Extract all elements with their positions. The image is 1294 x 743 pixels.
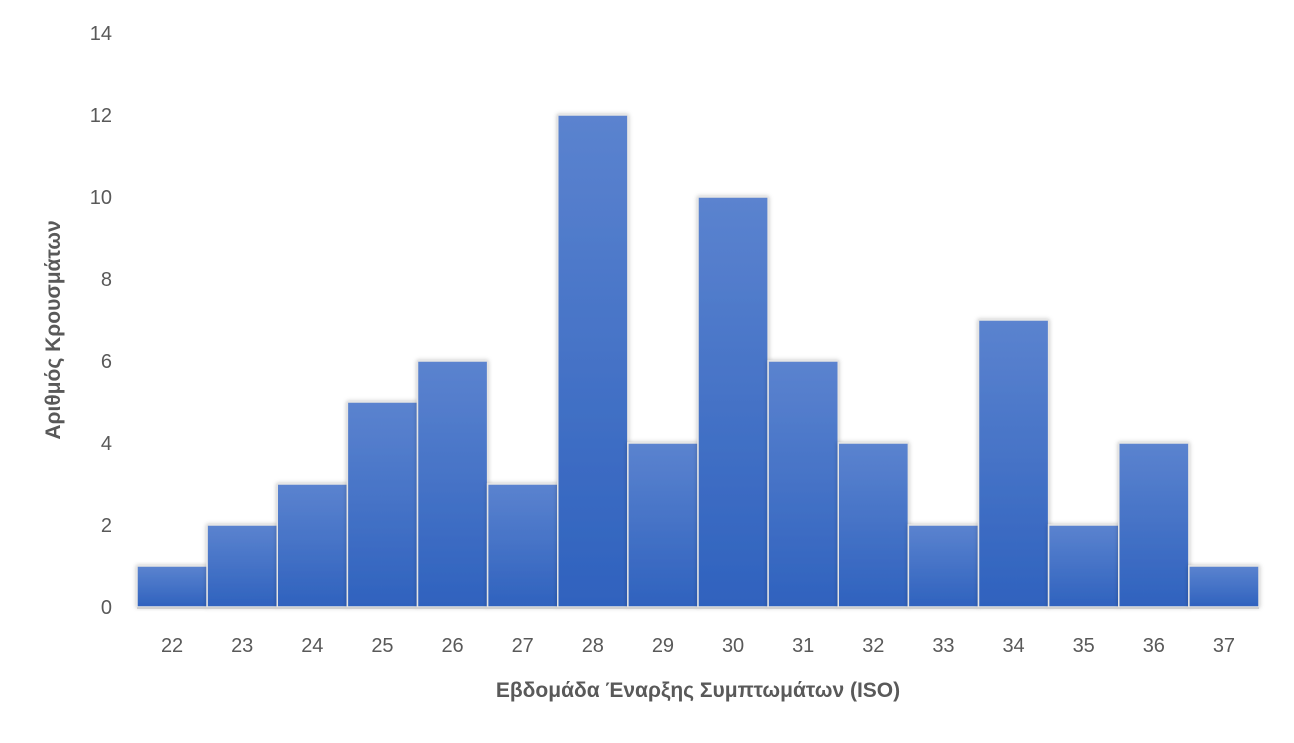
y-tick-label: 12 bbox=[90, 105, 112, 127]
x-tick-label: 34 bbox=[1002, 635, 1024, 657]
y-tick-label: 14 bbox=[90, 23, 112, 45]
x-tick-label: 27 bbox=[512, 635, 534, 657]
bar-week-27 bbox=[486, 483, 559, 608]
x-tick-label: 25 bbox=[371, 635, 393, 657]
x-tick-label: 31 bbox=[792, 635, 814, 657]
bar-week-34 bbox=[977, 319, 1050, 608]
x-tick-label: 24 bbox=[301, 635, 323, 657]
bar-week-23 bbox=[206, 524, 278, 608]
y-axis-ticks: 0 2 4 6 8 10 12 14 bbox=[90, 23, 112, 619]
bar-week-33 bbox=[907, 524, 980, 608]
x-tick-label: 29 bbox=[652, 635, 674, 657]
x-tick-label: 28 bbox=[582, 635, 604, 657]
x-axis-title: Εβδομάδα Έναρξης Συμπτωμάτων (ISO) bbox=[496, 679, 900, 702]
x-tick-label: 23 bbox=[231, 635, 253, 657]
y-axis-title: Αριθμός Κρουσμάτων bbox=[42, 220, 65, 439]
y-tick-label: 2 bbox=[101, 515, 112, 537]
x-tick-label: 37 bbox=[1213, 635, 1235, 657]
x-tick-label: 33 bbox=[932, 635, 954, 657]
bar-week-30 bbox=[697, 196, 769, 608]
bar-week-29 bbox=[627, 442, 699, 608]
bars bbox=[136, 114, 1260, 608]
bar-week-31 bbox=[767, 360, 839, 608]
y-tick-label: 8 bbox=[101, 269, 112, 291]
bar-week-26 bbox=[416, 360, 489, 608]
x-tick-label: 32 bbox=[862, 635, 884, 657]
bar-week-28 bbox=[557, 114, 629, 608]
y-tick-label: 6 bbox=[101, 351, 112, 373]
bar-week-24 bbox=[276, 483, 349, 608]
x-tick-label: 36 bbox=[1143, 635, 1165, 657]
x-tick-label: 26 bbox=[441, 635, 463, 657]
x-tick-label: 22 bbox=[161, 635, 183, 657]
x-tick-label: 30 bbox=[722, 635, 744, 657]
bar-week-36 bbox=[1118, 442, 1190, 608]
y-tick-label: 4 bbox=[101, 433, 112, 455]
x-axis-ticks: 22 23 24 25 26 27 28 29 30 31 32 33 34 35 36 37 bbox=[161, 635, 1235, 657]
y-tick-label: 10 bbox=[90, 187, 112, 209]
y-tick-label: 0 bbox=[101, 597, 112, 619]
bar-week-35 bbox=[1047, 524, 1120, 608]
bar-week-37 bbox=[1188, 565, 1260, 608]
bar-week-25 bbox=[346, 401, 419, 608]
x-tick-label: 35 bbox=[1073, 635, 1095, 657]
bar-week-22 bbox=[136, 565, 208, 608]
bar-week-32 bbox=[837, 442, 910, 608]
